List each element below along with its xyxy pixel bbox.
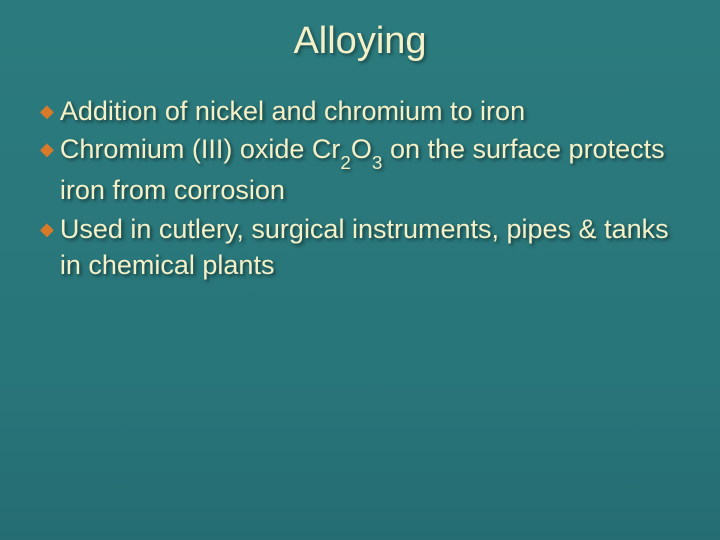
slide-content: ◆Addition of nickel and chromium to iron… (35, 93, 685, 284)
slide-title: Alloying (35, 20, 685, 63)
bullet-item: ◆Used in cutlery, surgical instruments, … (40, 211, 680, 284)
diamond-bullet-icon: ◆ (40, 137, 54, 161)
bullet-item: ◆Chromium (III) oxide Cr2O3 on the surfa… (40, 131, 680, 208)
bullet-text: Used in cutlery, surgical instruments, p… (60, 211, 680, 284)
diamond-bullet-icon: ◆ (40, 217, 54, 241)
bullet-text: Addition of nickel and chromium to iron (60, 93, 525, 129)
bullet-item: ◆Addition of nickel and chromium to iron (40, 93, 680, 129)
bullet-text: Chromium (III) oxide Cr2O3 on the surfac… (60, 131, 680, 208)
diamond-bullet-icon: ◆ (40, 99, 54, 123)
slide: Alloying ◆Addition of nickel and chromiu… (0, 0, 720, 540)
